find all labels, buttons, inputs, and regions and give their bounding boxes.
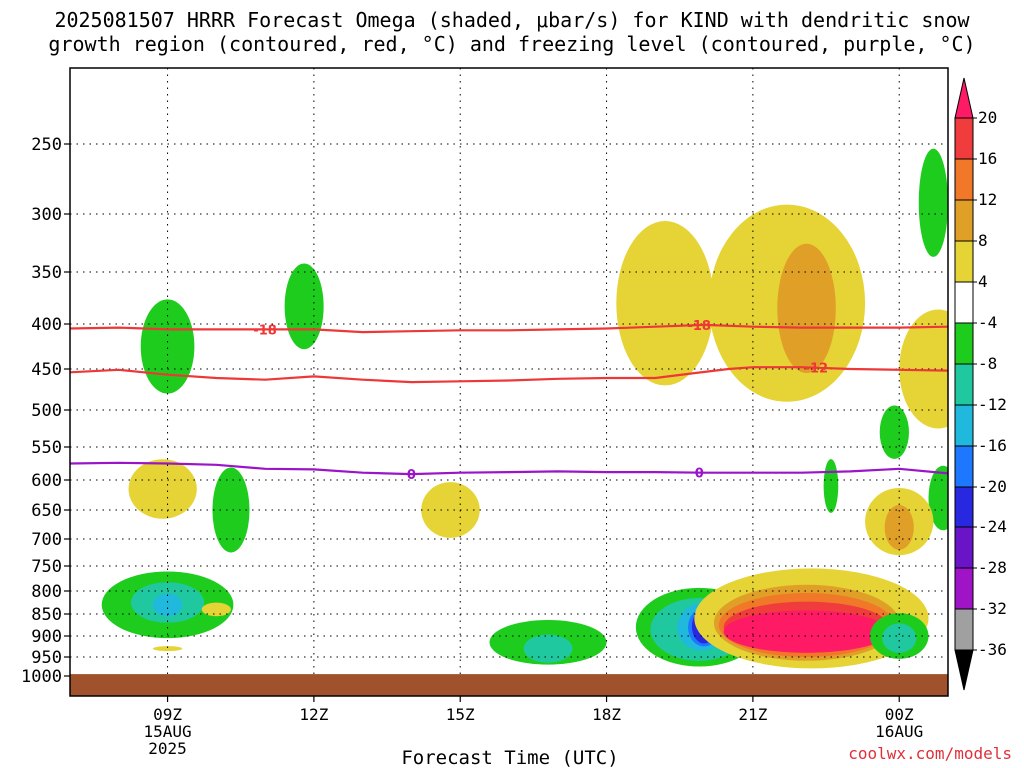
colorbar-label-0: 20	[978, 108, 997, 127]
y-tick-label-600: 600	[31, 471, 62, 491]
x-tick-label-21Z: 21Z	[738, 705, 767, 724]
contour-label-2-0: 0	[407, 468, 416, 483]
omega-region-29	[918, 148, 948, 257]
colorbar: 20 16 12 8 4 -4 -8 -12 -16 -20 -24 -28 -32 -36	[954, 77, 1007, 691]
omega-region-9	[152, 646, 183, 652]
colorbar-label-12: -32	[978, 599, 1007, 618]
y-tick-label-550: 550	[31, 438, 62, 458]
y-axis: 2503003504004505005506006507007508008509…	[21, 135, 70, 687]
y-tick-label-500: 500	[31, 401, 62, 421]
omega-region-2	[128, 459, 197, 519]
ground-strip	[70, 674, 948, 696]
colorbar-bin-5	[954, 322, 974, 365]
contour-lines: -18 -18 -12 0 0	[70, 319, 948, 483]
colorbar-label-10: -24	[978, 517, 1007, 536]
contour-2	[70, 461, 948, 476]
x-tick-label-09Z: 09Z	[153, 705, 182, 724]
y-tick-label-850: 850	[31, 605, 62, 625]
omega-region-22	[899, 309, 948, 429]
contour-1	[70, 366, 948, 384]
ground-fill	[70, 674, 948, 696]
omega-region-31	[928, 465, 948, 531]
colorbar-label-1: 16	[978, 149, 997, 168]
colorbar-label-8: -16	[978, 436, 1007, 455]
x-tick-year: 2025	[148, 739, 187, 758]
colorbar-bin-6	[954, 363, 974, 406]
colorbar-label-13: -36	[978, 640, 1007, 659]
colorbar-label-4: 4	[978, 272, 988, 291]
omega-region-35	[882, 623, 917, 653]
omega-region-7	[152, 593, 183, 617]
colorbar-label-6: -8	[978, 354, 997, 373]
y-tick-label-750: 750	[31, 557, 62, 577]
colorbar-bin-0	[954, 117, 974, 160]
omega-region-11	[523, 634, 573, 663]
title-line-2: growth region (contoured, red, °C) and f…	[48, 32, 976, 56]
contour-label-0-0: -18	[253, 323, 277, 338]
omega-shading	[101, 148, 948, 669]
omega-region-30	[879, 405, 909, 459]
x-axis-label: Forecast Time (UTC)	[401, 747, 618, 768]
title-line-1: 2025081507 HRRR Forecast Omega (shaded, …	[54, 8, 970, 32]
contour-label-2-1: 0	[695, 467, 704, 482]
y-tick-label-250: 250	[31, 135, 62, 155]
omega-region-4	[421, 482, 480, 538]
colorbar-bin-8	[954, 445, 974, 488]
colorbar-bin-2	[954, 199, 974, 242]
colorbar-bottom-arrow	[954, 649, 974, 691]
colorbar-bin-3	[954, 240, 974, 283]
y-tick-label-350: 350	[31, 263, 62, 283]
y-tick-label-650: 650	[31, 501, 62, 521]
plot-frame	[69, 67, 949, 697]
colorbar-bin-9	[954, 486, 974, 528]
x-tick-label-18Z: 18Z	[592, 705, 621, 724]
y-tick-label-950: 950	[31, 648, 62, 668]
colorbar-top-arrow	[954, 77, 974, 119]
y-tick-label-900: 900	[31, 627, 62, 647]
colorbar-bin-1	[954, 158, 974, 201]
omega-region-3	[212, 467, 250, 553]
omega-region-20	[616, 221, 714, 386]
y-tick-label-450: 450	[31, 360, 62, 380]
colorbar-bin-12	[954, 608, 974, 651]
omega-region-1	[284, 263, 324, 350]
contour-label-0-1: -18	[687, 319, 711, 334]
x-tick-date: 16AUG	[875, 722, 923, 741]
y-tick-label-300: 300	[31, 205, 62, 225]
omega-region-28	[823, 459, 839, 513]
contour-label-1-0: -12	[805, 362, 829, 377]
omega-region-21	[777, 243, 836, 374]
omega-region-0	[140, 299, 195, 394]
colorbar-label-7: -12	[978, 395, 1007, 414]
contour-0	[70, 323, 948, 334]
credit-text: coolwx.com/models	[848, 744, 1012, 763]
colorbar-label-2: 12	[978, 190, 997, 209]
omega-region-8	[201, 602, 231, 617]
colorbar-label-11: -28	[978, 558, 1007, 577]
colorbar-bin-11	[954, 567, 974, 610]
colorbar-bin-10	[954, 526, 974, 569]
x-tick-label-15Z: 15Z	[446, 705, 475, 724]
y-tick-label-700: 700	[31, 530, 62, 550]
colorbar-label-9: -20	[978, 477, 1007, 496]
colorbar-label-5: -4	[978, 313, 997, 332]
x-tick-label-12Z: 12Z	[299, 705, 328, 724]
x-tick-date: 15AUG	[143, 722, 191, 741]
colorbar-bin-4	[954, 281, 974, 324]
omega-region-33	[884, 505, 914, 550]
omega-region-27	[723, 610, 890, 653]
x-tick-label-00Z: 00Z	[885, 705, 914, 724]
y-tick-label-400: 400	[31, 315, 62, 335]
colorbar-bin-7	[954, 404, 974, 447]
grid-lines	[70, 68, 948, 696]
colorbar-label-3: 8	[978, 231, 988, 250]
y-tick-label-800: 800	[31, 582, 62, 602]
y-tick-label-1000: 1000	[21, 667, 62, 687]
